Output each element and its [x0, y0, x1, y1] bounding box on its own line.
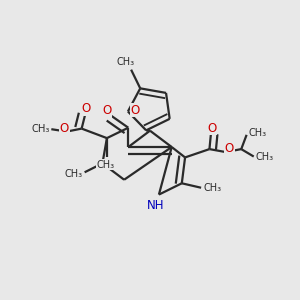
Text: O: O	[225, 142, 234, 155]
Text: CH₃: CH₃	[256, 152, 274, 162]
Text: CH₃: CH₃	[96, 160, 115, 170]
Text: O: O	[131, 103, 140, 116]
Text: CH₃: CH₃	[203, 183, 221, 193]
Text: CH₃: CH₃	[32, 124, 50, 134]
Text: O: O	[81, 103, 90, 116]
Text: O: O	[102, 104, 112, 117]
Text: O: O	[60, 122, 69, 135]
Text: NH: NH	[147, 200, 164, 212]
Text: O: O	[207, 122, 216, 135]
Text: CH₃: CH₃	[249, 128, 267, 138]
Text: CH₃: CH₃	[64, 169, 83, 179]
Text: CH₃: CH₃	[117, 57, 135, 67]
